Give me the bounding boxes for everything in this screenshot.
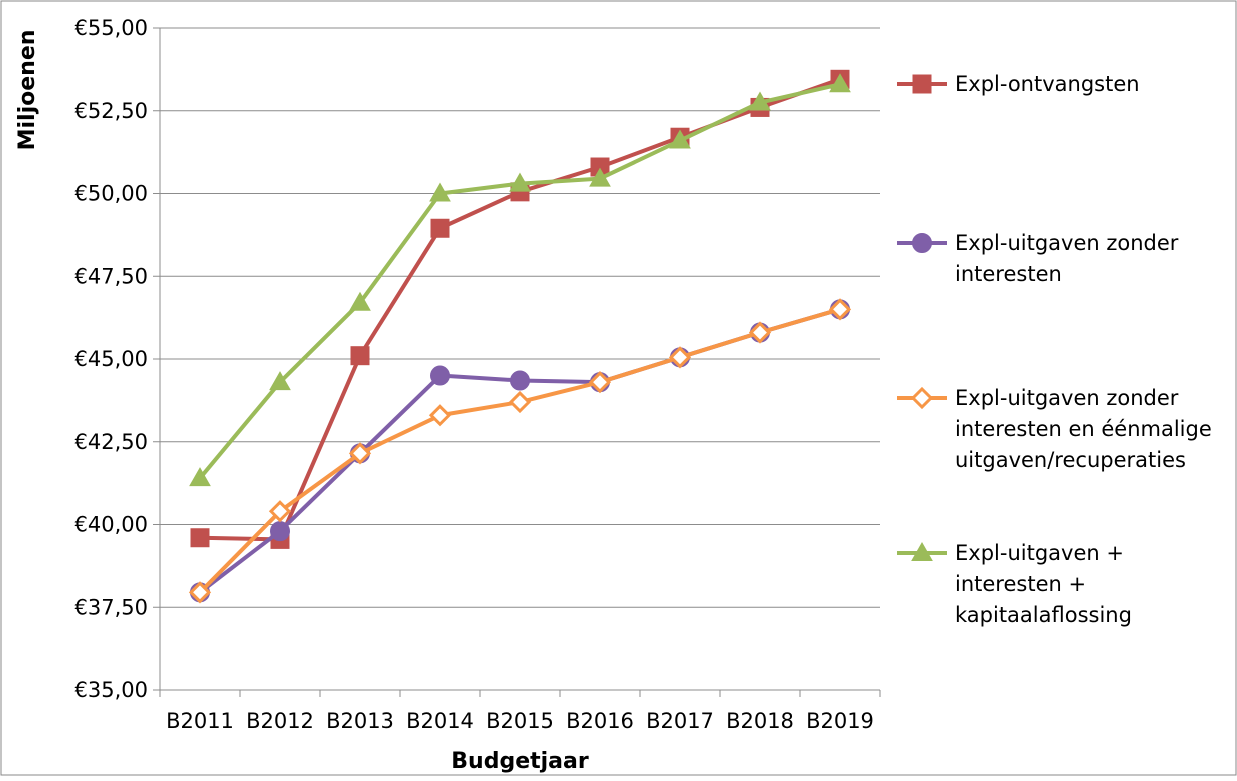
y-tick-label: €50,00	[75, 182, 148, 206]
legend-marker	[910, 386, 934, 410]
data-point	[348, 442, 372, 465]
y-tick-label: €52,50	[75, 99, 148, 123]
data-point	[430, 218, 450, 238]
data-point	[350, 346, 370, 366]
legend-item-4: Expl-uitgaven + interesten + kapitaalaflos…	[897, 541, 1132, 627]
data-point	[268, 500, 292, 523]
x-axis-tick-labels: B2011 B2012 B2013 B2014 B2015 B2016 B2017 B2018…	[166, 709, 874, 733]
x-tick-label: B2013	[326, 709, 394, 733]
legend: Expl-ontvangsten Expl-uitgaven zonder inte…	[897, 72, 1212, 627]
legend-marker	[912, 74, 932, 94]
legend-marker	[911, 541, 933, 561]
legend-item-2: Expl-uitgaven zonder interesten	[897, 231, 1179, 286]
data-point	[668, 346, 692, 369]
series-4	[189, 73, 851, 487]
data-point	[589, 167, 611, 187]
data-point	[428, 404, 452, 427]
data-point	[828, 298, 852, 321]
x-tick-label: B2014	[406, 709, 474, 733]
x-tick-label: B2016	[566, 709, 634, 733]
x-tick-label: B2012	[246, 709, 314, 733]
data-point	[189, 467, 211, 487]
legend-item-1: Expl-ontvangsten	[897, 72, 1140, 96]
data-point	[510, 370, 530, 391]
legend-label: Expl-uitgaven zonder interesten	[955, 231, 1179, 286]
axes	[153, 27, 881, 697]
y-tick-label: €55,00	[75, 16, 148, 40]
y-tick-label: €42,50	[75, 430, 148, 454]
data-point	[829, 73, 851, 93]
x-axis-title: Budgetjaar	[451, 749, 589, 774]
x-tick-label: B2019	[806, 709, 874, 733]
data-point	[508, 390, 532, 414]
y-tick-label: €37,50	[75, 595, 148, 619]
data-point	[429, 182, 451, 202]
y-tick-label: €47,50	[75, 264, 148, 288]
legend-label: Expl-ontvangsten	[955, 72, 1140, 96]
data-point	[669, 129, 691, 149]
x-tick-label: B2018	[726, 709, 794, 733]
legend-item-3: Expl-uitgaven zonder interesten en éénmal…	[897, 386, 1212, 472]
data-point	[748, 321, 772, 344]
legend-label: Expl-uitgaven zonder interesten en éénmal…	[955, 386, 1212, 472]
data-point	[588, 371, 612, 394]
data-point	[509, 172, 531, 192]
y-tick-label: €40,00	[75, 513, 148, 537]
data-point	[430, 365, 450, 386]
data-point	[270, 521, 290, 542]
data-point	[188, 581, 212, 604]
series	[188, 69, 852, 604]
x-tick-label: B2015	[486, 709, 554, 733]
data-point	[749, 91, 771, 111]
y-axis-title: Miljoenen	[15, 30, 40, 151]
y-axis-tick-labels: €35,00 €37,50 €40,00 €42,50 €45,00 €47,50 €50,…	[75, 16, 148, 702]
series-3	[188, 298, 852, 604]
data-point	[190, 528, 210, 548]
y-tick-label: €45,00	[75, 347, 148, 371]
data-point	[269, 371, 291, 391]
legend-marker	[912, 233, 932, 253]
x-tick-label: B2017	[646, 709, 714, 733]
y-tick-label: €35,00	[75, 678, 148, 702]
data-point	[349, 291, 371, 311]
legend-label: Expl-uitgaven + interesten + kapitaalaflos…	[955, 541, 1132, 627]
x-tick-label: B2011	[166, 709, 234, 733]
